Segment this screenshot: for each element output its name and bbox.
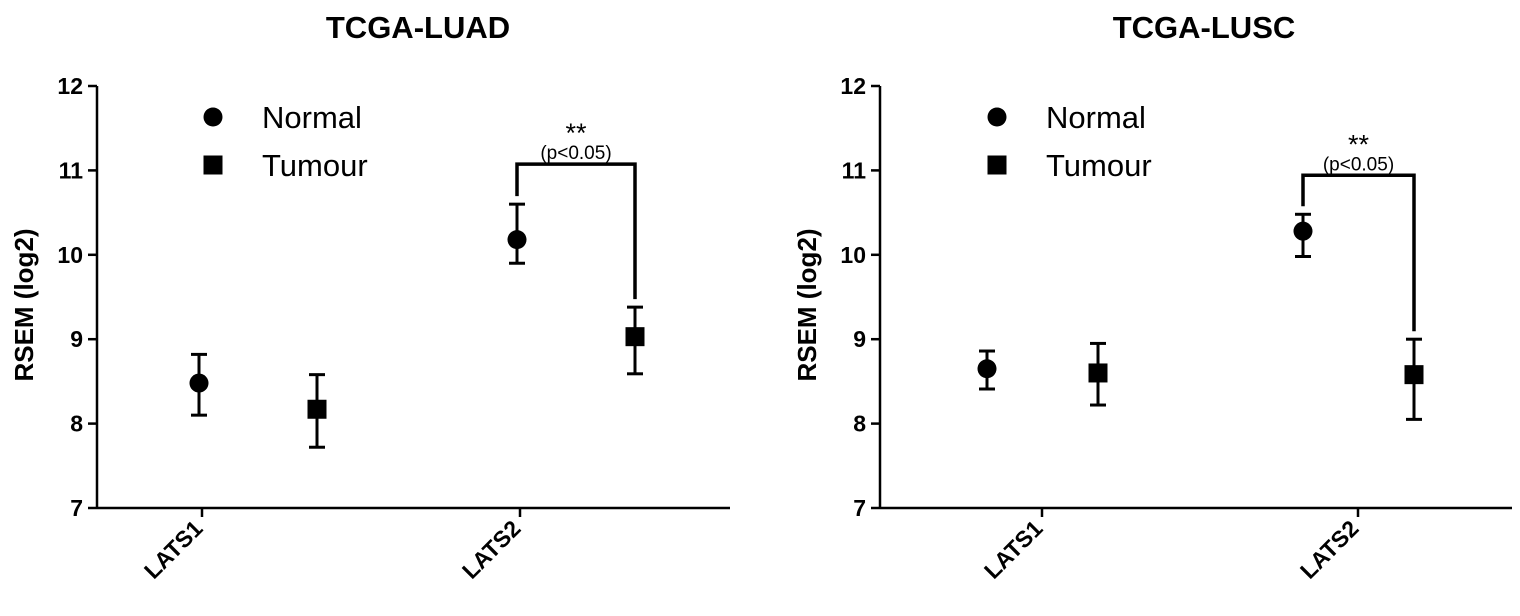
- legend-marker-square: [987, 155, 1007, 175]
- significance-stars: **: [1348, 129, 1370, 159]
- legend-label: Normal: [262, 100, 362, 135]
- x-tick-label: LATS1: [979, 515, 1048, 584]
- y-tick-label: 10: [840, 242, 866, 268]
- y-axis-label: RSEM (log2): [9, 228, 39, 381]
- chart-panel-1: TCGA-LUAD 7 8 9 10 11 12 RSEM (log2) LATS1 LATS2 N…: [9, 10, 730, 584]
- legend-label: Tumour: [262, 148, 368, 183]
- y-tick-label: 8: [853, 411, 866, 437]
- x-tick-label: LATS1: [139, 515, 208, 584]
- chart-panel-2: TCGA-LUSC 7 8 9 10 11 12 RSEM (log2) LATS1 LATS2 N…: [792, 10, 1512, 584]
- y-tick-label: 9: [853, 326, 866, 352]
- data-point-normal: [507, 230, 527, 250]
- y-tick-label: 7: [70, 495, 83, 521]
- legend-label: Normal: [1046, 100, 1146, 135]
- data-point-tumour: [307, 399, 327, 419]
- significance-bracket: [1301, 173, 1416, 332]
- y-axis-label: RSEM (log2): [792, 228, 822, 381]
- y-tick-label: 8: [70, 411, 83, 437]
- y-tick-label: 12: [57, 73, 83, 99]
- y-tick-label: 12: [840, 73, 866, 99]
- y-tick-label: 10: [57, 242, 83, 268]
- x-tick-label: LATS2: [457, 515, 526, 584]
- legend-label: Tumour: [1046, 148, 1152, 183]
- significance-p-value: (p<0.05): [540, 143, 611, 164]
- y-tick-label: 7: [853, 495, 866, 521]
- legend-marker-circle: [203, 107, 223, 127]
- data-point-tumour: [625, 327, 645, 347]
- data-point-normal: [1293, 221, 1313, 241]
- data-point-tumour: [1404, 365, 1424, 385]
- y-tick-label: 9: [70, 326, 83, 352]
- legend-marker-square: [203, 155, 223, 175]
- significance-annotation: **(p<0.05): [515, 118, 637, 300]
- data-point-normal: [977, 359, 997, 379]
- x-tick-label: LATS2: [1295, 515, 1364, 584]
- significance-annotation: **(p<0.05): [1301, 129, 1416, 332]
- data-point-normal: [189, 373, 209, 393]
- significance-p-value: (p<0.05): [1323, 154, 1394, 175]
- significance-stars: **: [565, 118, 587, 148]
- legend-marker-circle: [987, 107, 1007, 127]
- chart-title: TCGA-LUAD: [326, 10, 510, 45]
- legend: Normal Tumour: [987, 100, 1152, 183]
- y-tick-label: 11: [59, 157, 84, 183]
- legend: Normal Tumour: [203, 100, 368, 183]
- significance-bracket: [515, 162, 637, 300]
- chart-title: TCGA-LUSC: [1113, 10, 1296, 45]
- y-tick-label: 11: [842, 157, 867, 183]
- data-point-tumour: [1088, 363, 1108, 383]
